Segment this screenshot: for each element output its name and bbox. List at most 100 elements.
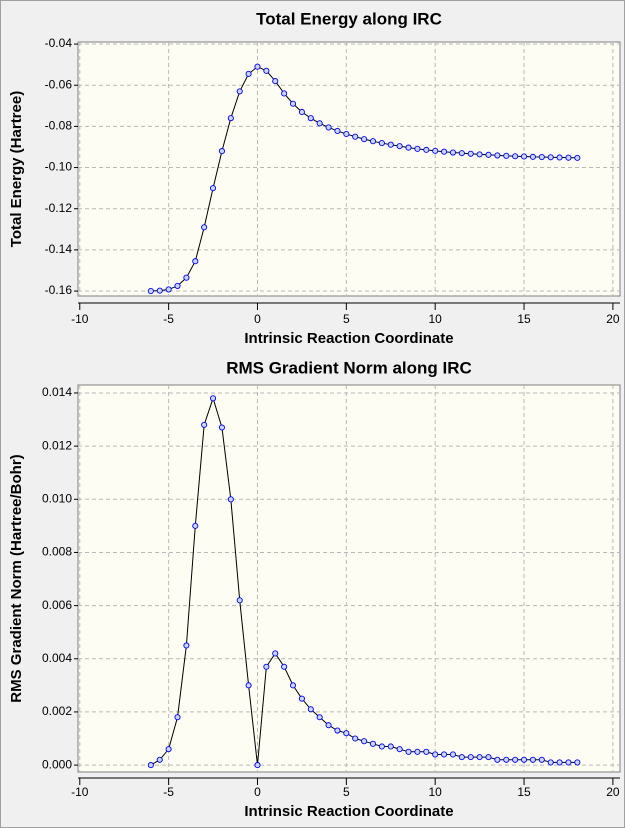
y-tick-label: 0.002: [42, 704, 72, 718]
data-point: [227, 115, 234, 122]
data-point: [432, 147, 439, 154]
data-point: [458, 754, 465, 761]
data-point: [361, 136, 368, 143]
data-point: [529, 153, 536, 160]
data-point: [236, 597, 243, 604]
plot-area: [77, 41, 621, 297]
data-point: [387, 141, 394, 148]
data-point: [316, 120, 323, 127]
data-point: [369, 740, 377, 747]
x-tick-label: 10: [429, 312, 443, 326]
data-point: [263, 67, 270, 74]
data-point: [547, 759, 554, 766]
data-point: [147, 288, 154, 295]
data-point: [529, 756, 536, 763]
data-point: [289, 100, 297, 107]
data-point: [343, 130, 350, 138]
data-point: [458, 150, 465, 157]
data-point: [432, 751, 439, 758]
data-point: [414, 748, 421, 755]
data-point: [316, 714, 323, 721]
data-point: [263, 663, 270, 670]
data-point: [494, 756, 501, 763]
data-point: [441, 148, 448, 155]
data-point: [183, 642, 190, 649]
data-point: [227, 496, 234, 503]
data-point: [503, 756, 510, 763]
data-point: [192, 258, 199, 265]
data-point: [245, 70, 252, 77]
data-point: [396, 746, 403, 753]
y-tick-label: 0.000: [42, 757, 72, 771]
y-tick-label: -0.08: [45, 119, 73, 133]
data-point: [254, 63, 261, 70]
data-point: [378, 140, 385, 147]
data-point: [298, 695, 305, 702]
data-point: [512, 153, 519, 160]
data-point: [361, 738, 368, 745]
data-point: [387, 743, 394, 750]
data-point: [307, 706, 314, 713]
data-point: [334, 127, 341, 134]
data-point: [272, 650, 279, 657]
data-point: [369, 138, 377, 145]
y-tick-label: 0.004: [42, 651, 72, 665]
x-tick-label: 0: [254, 785, 261, 799]
data-point: [378, 743, 385, 750]
data-point: [218, 148, 225, 155]
x-tick-label: 15: [517, 785, 531, 799]
data-point: [272, 78, 279, 85]
x-tick-label: 5: [343, 312, 350, 326]
x-tick-label: -10: [71, 312, 89, 326]
x-axis-label: Intrinsic Reaction Coordinate: [244, 803, 453, 820]
x-tick-label: 20: [606, 785, 620, 799]
data-point: [538, 154, 545, 161]
data-point: [574, 154, 581, 161]
y-tick-label: -0.14: [45, 242, 73, 256]
data-point: [423, 748, 430, 755]
data-point: [449, 751, 457, 758]
data-point: [556, 759, 563, 766]
data-point: [449, 149, 457, 156]
data-point: [405, 144, 412, 151]
x-tick-label: 20: [606, 312, 620, 326]
x-tick-label: -5: [163, 312, 174, 326]
data-point: [512, 756, 519, 763]
data-point: [201, 421, 208, 428]
data-point: [352, 133, 359, 140]
data-point: [334, 727, 341, 734]
y-tick-label: 0.006: [42, 598, 72, 612]
data-point: [547, 154, 554, 161]
data-point: [307, 115, 314, 122]
data-point: [192, 522, 199, 529]
data-point: [281, 90, 288, 97]
data-point: [476, 151, 483, 158]
data-point: [210, 185, 217, 192]
y-tick-label: -0.16: [45, 283, 73, 297]
data-point: [343, 730, 350, 737]
data-point: [174, 714, 181, 721]
data-point: [289, 682, 297, 689]
data-point: [556, 154, 563, 161]
y-tick-label: -0.10: [45, 160, 73, 174]
data-point: [183, 274, 190, 281]
data-point: [165, 286, 172, 293]
x-tick-label: 0: [254, 312, 261, 326]
chart-title: Total Energy along IRC: [256, 9, 442, 28]
data-point: [520, 153, 528, 160]
x-tick-label: -10: [71, 785, 89, 799]
x-tick-label: -5: [163, 785, 174, 799]
data-point: [325, 124, 332, 131]
data-point: [156, 287, 163, 294]
data-point: [254, 762, 261, 769]
data-point: [494, 152, 501, 159]
data-point: [538, 756, 545, 763]
y-tick-label: 0.014: [42, 385, 72, 399]
y-tick-label: 0.008: [42, 545, 72, 559]
chart-title: RMS Gradient Norm along IRC: [226, 358, 472, 377]
data-point: [520, 756, 528, 763]
data-point: [476, 754, 483, 761]
x-axis-label: Intrinsic Reaction Coordinate: [244, 330, 453, 347]
y-axis-label: Total Energy (Hartree): [8, 91, 25, 247]
y-tick-label: 0.010: [42, 491, 72, 505]
